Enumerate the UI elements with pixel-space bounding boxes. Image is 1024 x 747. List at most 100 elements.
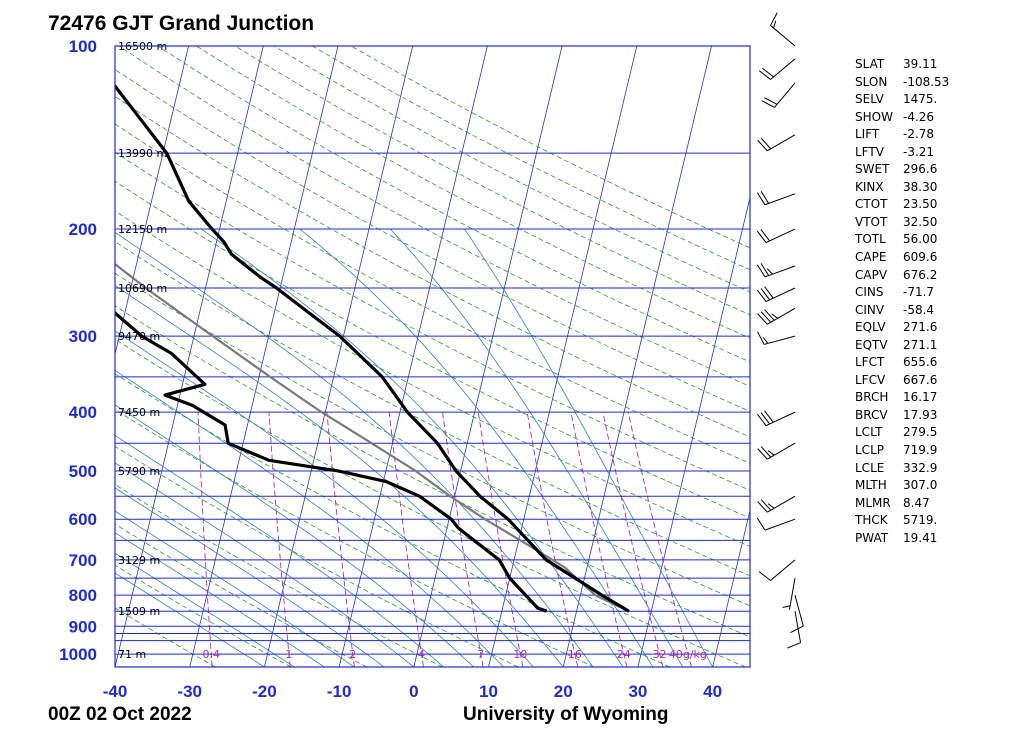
index-row: MLTH 307.0 xyxy=(855,477,949,495)
index-row: SLON -108.53 xyxy=(855,74,949,92)
mixing-ratio-line xyxy=(602,412,664,667)
index-value: -71.7 xyxy=(903,285,935,300)
index-key: CINS xyxy=(855,285,884,300)
mixing-ratio-label: 1 xyxy=(285,648,292,661)
temperature-profile xyxy=(115,83,630,613)
dry-adiabat-line xyxy=(115,151,750,491)
mixing-ratio-label: 16 xyxy=(568,648,582,661)
moist-adiabat-line xyxy=(464,228,713,667)
index-row: CINS -71.7 xyxy=(855,284,949,302)
index-key: SLON xyxy=(855,74,888,89)
index-value: -108.53 xyxy=(903,74,950,89)
dry-adiabat-line xyxy=(115,408,595,667)
wind-barb xyxy=(756,228,796,244)
dry-adiabat-line xyxy=(115,272,750,607)
height-label: 13990 m xyxy=(118,147,167,160)
pressure-tick-label: 600 xyxy=(69,510,97,529)
dry-adiabat-line xyxy=(115,241,750,577)
wind-barb xyxy=(761,82,796,108)
index-key: SHOW xyxy=(855,109,893,124)
index-key: SWET xyxy=(855,162,890,177)
dry-adiabat-line xyxy=(115,564,292,667)
pressure-tick-label: 700 xyxy=(69,551,97,570)
wind-barb xyxy=(790,595,804,634)
isotherm-line xyxy=(712,508,750,667)
temperature-tick-label: 10 xyxy=(479,682,498,701)
pressure-tick-label: 800 xyxy=(69,586,97,605)
height-label: 12150 m xyxy=(118,223,167,236)
moist-adiabat-line xyxy=(115,487,385,667)
index-value: 296.6 xyxy=(903,162,938,177)
wind-barb xyxy=(757,331,796,345)
height-label: 71 m xyxy=(118,648,146,661)
sounding-profiles xyxy=(115,83,630,613)
temperature-tick-label: -40 xyxy=(103,682,128,701)
moist-adiabat-line xyxy=(115,572,265,667)
temperature-tick-label: 0 xyxy=(409,682,418,701)
mixing-ratio-line xyxy=(388,412,424,667)
index-row: TOTL 56.00 xyxy=(855,231,949,249)
wind-barb xyxy=(757,307,796,325)
index-row: LFTV -3.21 xyxy=(855,144,949,162)
mixing-ratio-label: 2 xyxy=(349,648,356,661)
mixing-ratio-line xyxy=(442,412,484,667)
index-key: SELV xyxy=(855,92,884,107)
wind-barb xyxy=(782,578,796,610)
dry-adiabat-line xyxy=(115,123,750,464)
wind-barb xyxy=(756,517,796,531)
dry-adiabat-line xyxy=(118,46,750,387)
plot-labels: 0.4 1 2 4 7 10 16 24 32 40g/kg1002003004005006007… xyxy=(59,37,722,701)
dry-adiabat-line xyxy=(115,180,750,519)
moist-adiabat-line xyxy=(115,510,355,667)
mixing-ratio-label: 40g/kg xyxy=(669,648,707,661)
index-value: 1475. xyxy=(903,92,938,107)
moist-adiabat-line xyxy=(115,434,444,667)
index-key: CAPE xyxy=(855,250,887,265)
mixing-ratio-line xyxy=(326,412,355,667)
parcel-profile xyxy=(115,262,630,613)
index-row: CAPV 676.2 xyxy=(855,267,949,285)
index-key: LFCV xyxy=(855,372,886,387)
mixing-ratio-line xyxy=(268,412,291,667)
isotherm-line xyxy=(264,46,414,667)
index-key: LIFT xyxy=(855,127,880,142)
index-key: BRCV xyxy=(855,407,888,422)
isotherm-line xyxy=(488,46,638,667)
moist-adiabat-line xyxy=(115,462,415,667)
pressure-tick-label: 400 xyxy=(69,403,97,422)
index-row: SELV 1475. xyxy=(855,91,949,109)
mixing-ratio-line xyxy=(570,412,628,667)
index-value: 8.47 xyxy=(903,495,930,510)
index-row: EQTV 271.1 xyxy=(855,337,949,355)
temperature-tick-label: -30 xyxy=(177,682,202,701)
index-key: CINV xyxy=(855,302,885,317)
index-row: SWET 296.6 xyxy=(855,161,949,179)
moist-adiabat-line xyxy=(115,532,325,667)
pressure-tick-label: 900 xyxy=(69,617,97,636)
temperature-tick-label: 40 xyxy=(703,682,722,701)
index-row: KINX 38.30 xyxy=(855,179,949,197)
height-label: 7450 m xyxy=(118,406,160,419)
index-key: BRCH xyxy=(855,390,889,405)
index-row: CTOT 23.50 xyxy=(855,196,949,214)
pressure-tick-label: 300 xyxy=(69,327,97,346)
wind-barb xyxy=(756,410,796,427)
index-value: -58.4 xyxy=(903,302,935,317)
index-value: 5719. xyxy=(903,513,938,528)
isotherm-line xyxy=(115,46,264,667)
isotherm-line xyxy=(189,46,339,667)
index-row: LFCV 667.6 xyxy=(855,372,949,390)
moist-adiabat-line xyxy=(115,552,295,667)
index-row: SHOW -4.26 xyxy=(855,109,949,127)
dry-adiabat-line xyxy=(115,338,746,667)
height-label: 1509 m xyxy=(118,605,160,618)
temperature-tick-label: -20 xyxy=(252,682,277,701)
index-value: 38.30 xyxy=(903,179,938,194)
index-value: 32.50 xyxy=(903,214,938,229)
dry-adiabat-line xyxy=(115,305,750,638)
index-key: LCLE xyxy=(855,460,885,475)
index-key: TOTL xyxy=(855,232,886,247)
index-key: KINX xyxy=(855,179,884,194)
pressure-tick-label: 100 xyxy=(69,37,97,56)
